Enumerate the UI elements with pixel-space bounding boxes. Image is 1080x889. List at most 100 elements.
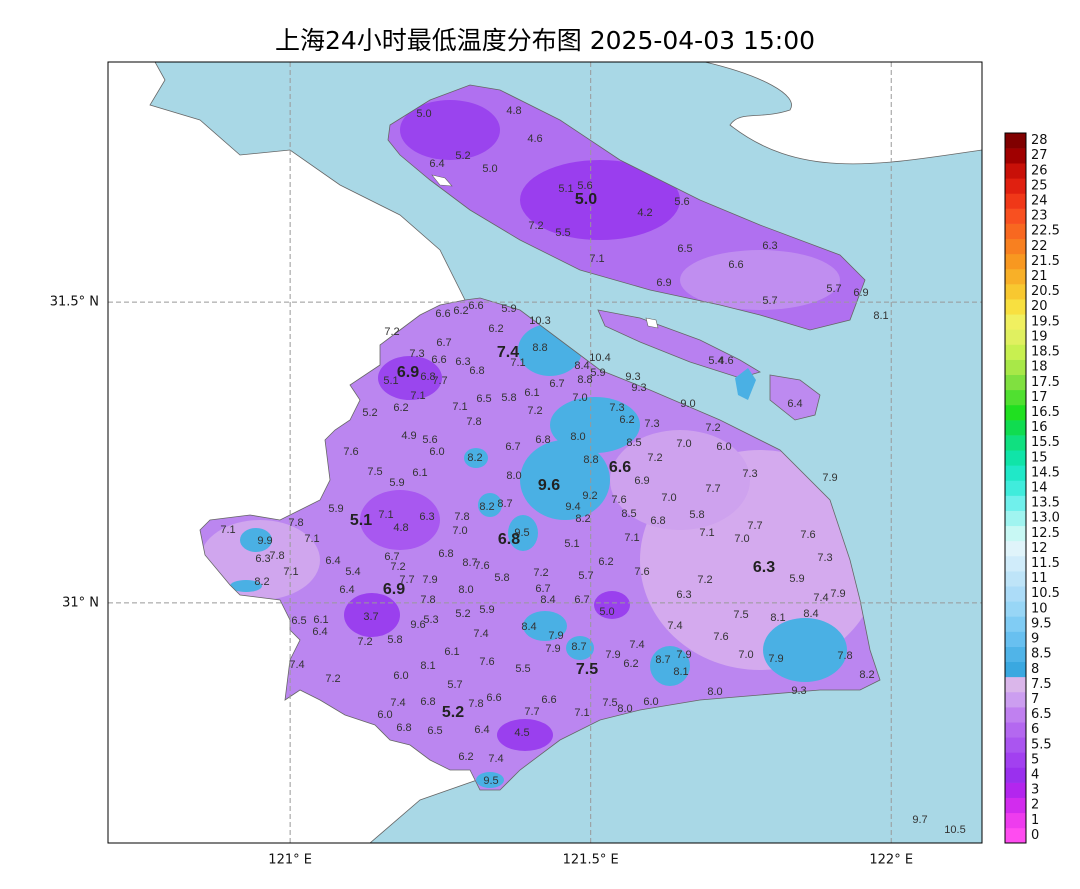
colorbar-band — [1005, 253, 1026, 270]
colorbar-label: 17 — [1031, 390, 1048, 405]
colorbar-label: 14.5 — [1031, 465, 1060, 480]
islet — [431, 174, 453, 187]
station-value: 8.2 — [467, 452, 482, 464]
station-value: 6.3 — [762, 240, 777, 252]
station-value: 8.2 — [859, 669, 874, 681]
colorbar-band — [1005, 540, 1026, 557]
value-labels: 5.07.46.96.69.65.16.86.36.97.55.25.0 4.84… — [220, 105, 965, 836]
station-value: 8.8 — [532, 342, 547, 354]
colorbar-band — [1005, 299, 1026, 315]
station-value: 5.9 — [389, 477, 404, 489]
station-value: 8.1 — [873, 310, 888, 322]
station-value: 8.0 — [458, 584, 473, 596]
station-value: 6.6 — [468, 300, 483, 312]
station-value: 6.0 — [643, 696, 658, 708]
colorbar-label: 8.5 — [1031, 647, 1052, 662]
colorbar-band — [1005, 812, 1026, 829]
map-frame — [107, 61, 983, 844]
station-value: 7.3 — [817, 552, 832, 564]
station-value: 7.3 — [742, 468, 757, 480]
station-value: 7.0 — [452, 525, 467, 537]
station-value: 8.0 — [506, 470, 521, 482]
station-value: 7.0 — [738, 649, 753, 661]
colorbar-band — [1005, 752, 1026, 768]
colorbar-label: 18.5 — [1031, 345, 1060, 360]
station-value: 7.7 — [432, 375, 447, 387]
station-value: 6.6 — [541, 694, 556, 706]
station-value: 7.4 — [629, 639, 644, 651]
station-value: 7.9 — [545, 643, 560, 655]
colorbar-label: 5 — [1031, 752, 1039, 767]
colorbar-label: 25 — [1031, 178, 1048, 193]
colorbar-band — [1005, 676, 1026, 693]
station-value: 8.1 — [770, 612, 785, 624]
axis-labels: 121° E 121.5° E 122° E 31° N 31.5° N — [50, 295, 913, 868]
islet — [645, 317, 659, 329]
grid — [108, 62, 982, 843]
station-value: 6.2 — [393, 402, 408, 414]
station-value: 5.1 — [558, 183, 573, 195]
station-value: 5.2 — [455, 150, 470, 162]
station-value: 5.6 — [674, 196, 689, 208]
station-value: 5.1 — [564, 538, 579, 550]
colorbar-band — [1005, 767, 1026, 783]
station-value: 6.8 — [469, 365, 484, 377]
colorbar-band — [1005, 163, 1026, 179]
station-value: 5.2 — [362, 407, 377, 419]
station-value: 5.3 — [423, 614, 438, 626]
colorbar-band — [1005, 601, 1026, 617]
station-value: 7.1 — [624, 532, 639, 544]
colorbar-band — [1005, 691, 1026, 708]
station-value: 6.5 — [427, 725, 442, 737]
colorbar-band — [1005, 435, 1026, 451]
colorbar-label: 7 — [1031, 692, 1039, 707]
colorbar-label: 23 — [1031, 209, 1048, 224]
district-value: 6.8 — [498, 531, 520, 548]
station-value: 9.5 — [514, 527, 529, 539]
colorbar-band — [1005, 420, 1026, 436]
colorbar-label: 20.5 — [1031, 284, 1060, 299]
colorbar-band — [1005, 571, 1026, 587]
station-value: 7.5 — [367, 466, 382, 478]
station-value: 9.2 — [582, 490, 597, 502]
colorbar-label: 19 — [1031, 329, 1048, 344]
station-value: 8.2 — [575, 513, 590, 525]
colorbar-band — [1005, 450, 1026, 466]
colorbar-label: 7.5 — [1031, 677, 1052, 692]
x-tick-label: 122° E — [869, 853, 913, 868]
station-value: 7.2 — [527, 405, 542, 417]
colorbar-label: 17.5 — [1031, 375, 1060, 390]
colorbar-band — [1005, 722, 1026, 738]
station-value: 6.0 — [716, 441, 731, 453]
station-value: 5.0 — [599, 606, 614, 618]
station-value: 4.6 — [718, 355, 733, 367]
station-value: 5.4 — [345, 566, 360, 578]
station-value: 8.8 — [577, 374, 592, 386]
station-value: 6.2 — [453, 305, 468, 317]
station-value: 6.7 — [574, 594, 589, 606]
station-value: 6.6 — [486, 692, 501, 704]
station-value: 7.2 — [647, 452, 662, 464]
station-value: 6.7 — [549, 378, 564, 390]
colorbar-label: 11.5 — [1031, 556, 1060, 571]
station-value: 6.1 — [313, 614, 328, 626]
hengsha-island — [769, 374, 821, 421]
station-value: 6.9 — [656, 277, 671, 289]
colorbar-label: 28 — [1031, 133, 1048, 148]
station-value: 8.0 — [570, 431, 585, 443]
station-value: 9.7 — [912, 814, 927, 826]
colorbar-label: 10 — [1031, 601, 1048, 616]
station-value: 4.5 — [514, 727, 529, 739]
station-value: 7.1 — [699, 527, 714, 539]
station-value: 7.5 — [602, 697, 617, 709]
colorbar-label: 24 — [1031, 193, 1048, 208]
station-value: 7.8 — [420, 594, 435, 606]
colorbar-label: 16 — [1031, 420, 1048, 435]
colorbar-frame — [1004, 132, 1027, 844]
station-value: 7.6 — [713, 631, 728, 643]
station-value: 6.6 — [728, 259, 743, 271]
colorbar-band — [1005, 510, 1026, 527]
colorbar-label: 27 — [1031, 148, 1048, 163]
station-value: 7.2 — [697, 574, 712, 586]
colorbar-band — [1005, 284, 1026, 300]
